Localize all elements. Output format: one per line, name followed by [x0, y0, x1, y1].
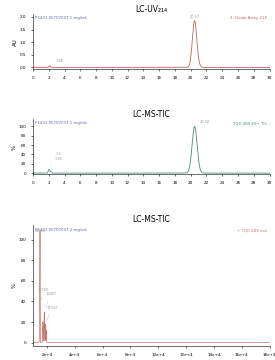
- Title: LC-MS-TIC: LC-MS-TIC: [132, 110, 170, 119]
- Text: 20.58: 20.58: [195, 120, 210, 126]
- Y-axis label: %: %: [12, 283, 17, 288]
- Text: 14986: 14986: [34, 229, 46, 239]
- Text: P1431 05707007 1 mg/mL: P1431 05707007 1 mg/mL: [35, 16, 87, 20]
- Text: 17534: 17534: [47, 306, 58, 320]
- Text: 1.9
1.96: 1.9 1.96: [51, 152, 62, 167]
- Text: TQD 489 ES+ TIC: TQD 489 ES+ TIC: [233, 121, 267, 125]
- Text: 16867: 16867: [45, 292, 56, 308]
- Text: 14765: 14765: [37, 288, 49, 303]
- Title: LC-MS-TIC: LC-MS-TIC: [132, 215, 170, 224]
- Text: P1431 05707007 2 mg/mL: P1431 05707007 2 mg/mL: [35, 228, 87, 232]
- Text: P1431 05707007 1 mg/mL: P1431 05707007 1 mg/mL: [35, 121, 87, 125]
- Title: LC-UV₂₁₄: LC-UV₂₁₄: [135, 5, 167, 14]
- Y-axis label: AU: AU: [13, 38, 18, 46]
- Text: 1.88: 1.88: [50, 59, 64, 66]
- Text: + TQD 489 m/z: + TQD 489 m/z: [237, 228, 267, 232]
- Text: 2: Diode Array 214: 2: Diode Array 214: [230, 16, 267, 20]
- Y-axis label: %: %: [12, 144, 17, 149]
- Text: 20.57: 20.57: [189, 15, 200, 20]
